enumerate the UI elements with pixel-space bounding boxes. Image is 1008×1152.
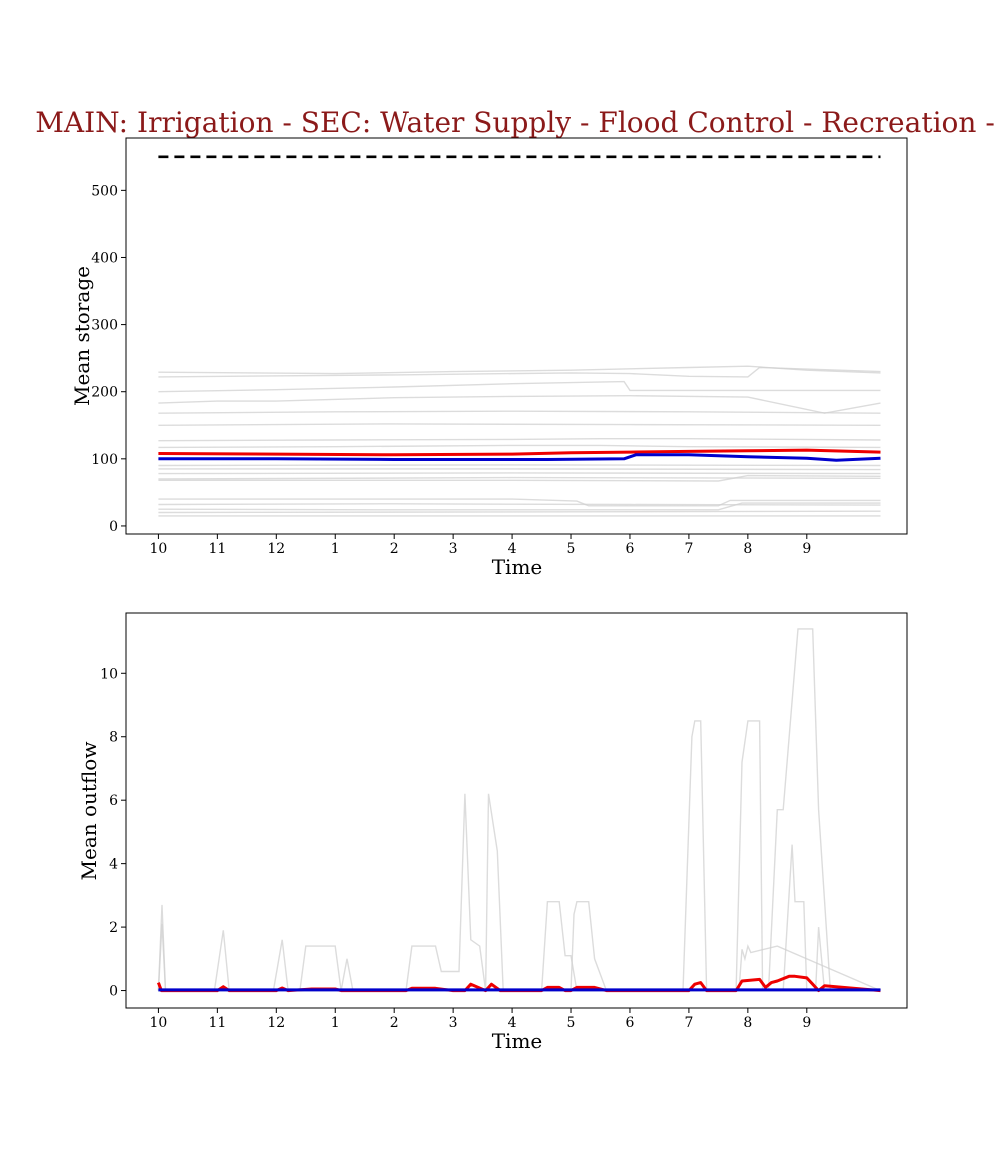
storage-ensemble-line-0 <box>158 365 881 375</box>
outflow-x-tick-label-1: 11 <box>208 1015 226 1031</box>
outflow-ensemble-line-11 <box>158 628 881 992</box>
storage-x-ticks: 10 11 12 1 2 3 4 5 6 7 8 9 <box>150 534 811 557</box>
outflow-ensemble-line-1 <box>157 923 881 992</box>
outflow-x-tick-label-0: 10 <box>150 1015 168 1031</box>
outflow-x-tick-label-8: 6 <box>626 1015 635 1031</box>
outflow-x-tick-label-5: 3 <box>449 1015 458 1031</box>
outflow-ensemble-line-3 <box>272 939 881 992</box>
storage-y-axis-label: Mean storage <box>70 266 94 406</box>
storage-y-ticks: 0 100 200 300 400 500 <box>91 183 126 535</box>
storage-y-tick-label-200: 200 <box>91 385 118 401</box>
storage-y-tick-label-100: 100 <box>91 452 118 468</box>
outflow-x-tick-label-2: 12 <box>267 1015 285 1031</box>
storage-ensemble-line-7 <box>158 444 881 449</box>
storage-ensemble-line-10 <box>158 472 881 475</box>
storage-x-tick-label-4: 2 <box>390 541 399 557</box>
outflow-x-axis-label: Time <box>492 1029 543 1053</box>
outflow-x-tick-label-7: 5 <box>567 1015 576 1031</box>
outflow-x-ticks: 10 11 12 1 2 3 4 5 6 7 8 9 <box>150 1008 811 1031</box>
outflow-x-tick-label-4: 2 <box>390 1015 399 1031</box>
storage-ensemble-line-5 <box>158 423 881 426</box>
storage-plot-frame <box>125 137 908 535</box>
outflow-ensemble-line-2 <box>213 930 881 992</box>
outflow-x-tick-label-6: 4 <box>508 1015 517 1031</box>
storage-y-tick-label-300: 300 <box>91 318 118 334</box>
storage-ensemble-line-6 <box>158 438 881 442</box>
storage-ensemble-line-2 <box>158 380 881 393</box>
outflow-y-tick-label-6: 6 <box>109 793 118 809</box>
storage-ensemble-line-4 <box>158 410 881 414</box>
storage-ensemble-line-8 <box>158 464 881 467</box>
storage-x-axis-label: Time <box>492 555 543 579</box>
storage-ensemble-line-11 <box>158 476 881 480</box>
storage-x-tick-label-1: 11 <box>208 541 226 557</box>
storage-ensemble-line-13 <box>158 498 881 507</box>
outflow-y-tick-label-10: 10 <box>100 666 118 682</box>
storage-x-tick-label-7: 5 <box>567 541 576 557</box>
outflow-x-tick-label-11: 9 <box>802 1015 811 1031</box>
storage-x-tick-label-3: 1 <box>331 541 340 557</box>
outflow-ensemble-line-7 <box>158 901 881 992</box>
storage-x-tick-label-9: 7 <box>684 541 693 557</box>
outflow-y-tick-label-0: 0 <box>109 984 118 1000</box>
storage-x-tick-label-6: 4 <box>508 541 517 557</box>
storage-x-tick-label-11: 9 <box>802 541 811 557</box>
outflow-plot-frame <box>125 612 908 1009</box>
chart-title: MAIN: Irrigation - SEC: Water Supply - F… <box>35 106 995 139</box>
outflow-ensemble-line-6 <box>158 901 881 992</box>
storage-ensemble-line-15 <box>158 502 881 511</box>
storage-blue-series-line <box>158 453 881 462</box>
storage-x-tick-label-10: 8 <box>743 541 752 557</box>
outflow-y-tick-label-8: 8 <box>109 730 118 746</box>
storage-marks <box>158 155 881 517</box>
storage-red-series-line <box>158 448 881 457</box>
outflow-y-axis-label: Mean outflow <box>77 742 101 881</box>
storage-ensemble-line-14 <box>158 503 881 506</box>
outflow-x-tick-label-3: 1 <box>331 1015 340 1031</box>
storage-y-tick-label-400: 400 <box>91 250 118 266</box>
outflow-y-tick-label-2: 2 <box>109 920 118 936</box>
storage-x-tick-label-2: 12 <box>267 541 285 557</box>
outflow-x-tick-label-10: 8 <box>743 1015 752 1031</box>
outflow-ensemble-line-9 <box>158 720 881 992</box>
outflow-ensemble-line-8 <box>158 720 881 992</box>
storage-ensemble-line-12 <box>158 474 881 482</box>
outflow-x-tick-label-9: 7 <box>684 1015 693 1031</box>
outflow-ensemble-line-5 <box>158 793 881 992</box>
storage-y-tick-label-500: 500 <box>91 183 118 199</box>
storage-ensemble-line-1 <box>158 366 881 378</box>
storage-ensemble-line-16 <box>158 510 881 514</box>
outflow-y-tick-label-4: 4 <box>109 857 118 873</box>
storage-x-tick-label-5: 3 <box>449 541 458 557</box>
storage-ensemble-line-9 <box>158 468 881 471</box>
outflow-marks <box>156 628 881 993</box>
storage-x-tick-label-8: 6 <box>626 541 635 557</box>
outflow-y-ticks: 0 2 4 6 8 10 <box>100 666 126 1000</box>
outflow-ensemble-line-4 <box>158 945 881 992</box>
storage-x-tick-label-0: 10 <box>150 541 168 557</box>
storage-ensemble-line-3 <box>158 394 881 414</box>
storage-y-tick-label-0: 0 <box>109 519 118 535</box>
